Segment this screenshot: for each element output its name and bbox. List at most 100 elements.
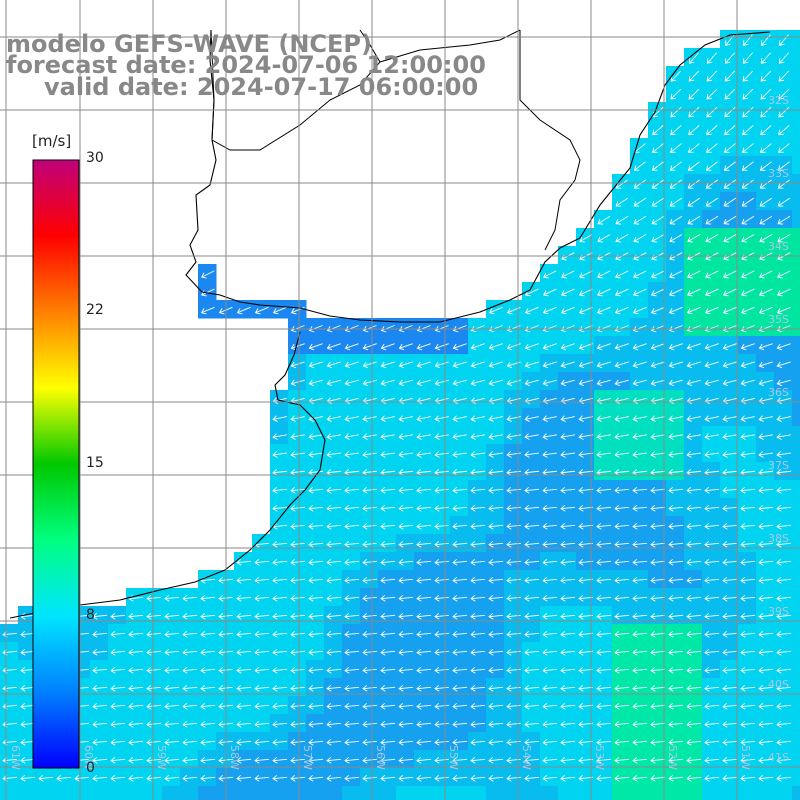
wind-speed-cell <box>612 246 631 265</box>
wind-arrow <box>290 540 306 548</box>
wind-speed-cell <box>414 696 433 715</box>
wind-arrow <box>724 52 735 64</box>
wind-arrow <box>758 648 774 656</box>
wind-speed-cell <box>630 264 649 283</box>
wind-speed-cell <box>288 462 307 481</box>
wind-arrow <box>758 343 773 351</box>
wind-speed-cell <box>576 714 595 733</box>
wind-speed-cell <box>342 786 361 800</box>
wind-speed-cell <box>108 642 127 661</box>
wind-arrow <box>416 612 432 620</box>
wind-arrow <box>434 469 450 476</box>
wind-speed-cell <box>234 624 253 643</box>
wind-arrow <box>579 234 593 243</box>
wind-arrow <box>398 469 414 476</box>
wind-arrow <box>705 270 719 279</box>
wind-arrow <box>614 306 629 315</box>
wind-speed-cell <box>342 552 361 571</box>
wind-arrow <box>452 522 468 530</box>
wind-speed-cell <box>396 660 415 679</box>
wind-arrow <box>452 325 467 333</box>
wind-arrow <box>254 612 270 620</box>
wind-speed-cell <box>360 408 379 427</box>
wind-speed-cell <box>0 714 19 733</box>
wind-speed-cell <box>792 102 800 121</box>
wind-speed-cell <box>324 480 343 499</box>
wind-speed-cell <box>324 786 343 800</box>
wind-speed-cell <box>270 642 289 661</box>
wind-speed-cell <box>738 192 757 211</box>
wind-speed-cell <box>558 660 577 679</box>
wind-arrow <box>542 720 558 728</box>
wind-speed-cell <box>306 660 325 679</box>
wind-arrow <box>596 702 612 710</box>
wind-arrow <box>398 379 413 387</box>
wind-speed-cell <box>684 606 703 625</box>
wind-speed-cell <box>594 300 613 319</box>
wind-speed-cell <box>270 444 289 463</box>
wind-speed-cell <box>468 570 487 589</box>
wind-speed-cell <box>792 480 800 499</box>
wind-arrow <box>488 648 504 656</box>
wind-arrow <box>326 558 342 566</box>
wind-speed-cell <box>612 300 631 319</box>
wind-arrow <box>182 720 198 728</box>
wind-speed-cell <box>288 516 307 535</box>
wind-speed-cell <box>666 120 685 139</box>
wind-arrow <box>614 361 629 369</box>
wind-arrow <box>651 270 665 279</box>
wind-speed-cell <box>432 498 451 517</box>
wind-arrow <box>722 540 738 548</box>
wind-arrow <box>201 270 215 279</box>
wind-arrow <box>614 738 630 746</box>
wind-speed-cell <box>180 678 199 697</box>
wind-arrow <box>344 594 360 602</box>
wind-arrow <box>182 666 198 674</box>
wind-speed-cell <box>450 570 469 589</box>
wind-speed-cell <box>684 552 703 571</box>
wind-speed-cell <box>522 372 541 391</box>
wind-arrow <box>668 325 683 333</box>
wind-arrow <box>560 774 576 782</box>
wind-arrow <box>596 486 612 494</box>
wind-speed-cell <box>414 498 433 517</box>
wind-speed-cell <box>126 624 145 643</box>
wind-speed-cell <box>594 426 613 445</box>
wind-speed-cell <box>720 552 739 571</box>
wind-arrow <box>578 306 593 315</box>
wind-arrow <box>669 197 683 207</box>
wind-speed-cell <box>468 750 487 769</box>
wind-speed-cell <box>288 714 307 733</box>
wind-arrow <box>760 106 772 118</box>
colorbar-tick-22: 22 <box>86 302 104 318</box>
wind-arrow <box>669 161 682 171</box>
wind-arrow <box>542 433 557 440</box>
wind-arrow <box>398 522 414 530</box>
wind-arrow <box>776 648 792 656</box>
wind-arrow <box>236 648 252 656</box>
wind-arrow <box>740 756 756 764</box>
wind-speed-cell <box>756 318 775 337</box>
wind-arrow <box>272 504 288 512</box>
wind-speed-cell <box>162 768 181 787</box>
latitude-label: 39S <box>768 605 789 618</box>
wind-arrow <box>434 540 450 548</box>
wind-arrow <box>686 558 702 566</box>
wind-speed-cell <box>432 588 451 607</box>
wind-speed-cell <box>612 516 631 535</box>
wind-arrow <box>110 720 126 728</box>
wind-speed-cell <box>288 318 307 337</box>
wind-speed-cell <box>486 714 505 733</box>
wind-speed-cell <box>378 732 397 751</box>
wind-speed-cell <box>288 552 307 571</box>
wind-speed-cell <box>396 462 415 481</box>
wind-speed-cell <box>576 606 595 625</box>
wind-speed-cell <box>774 300 793 319</box>
wind-speed-cell <box>180 696 199 715</box>
wind-speed-cell <box>774 462 793 481</box>
wind-speed-cell <box>720 84 739 103</box>
wind-speed-cell <box>216 696 235 715</box>
wind-speed-cell <box>594 264 613 283</box>
wind-speed-cell <box>720 516 739 535</box>
wind-speed-cell <box>648 498 667 517</box>
